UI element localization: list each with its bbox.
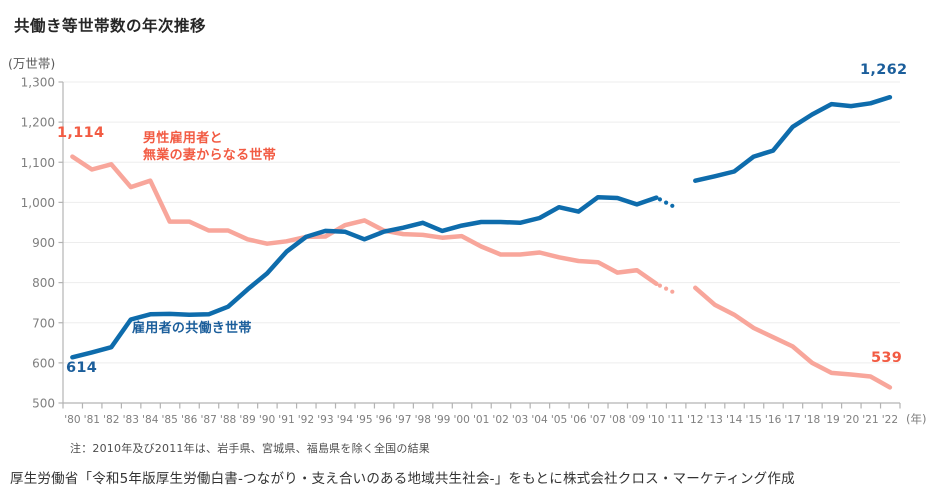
x-axis-tick-label: '10 (648, 414, 665, 426)
x-axis-tick-label: '99 (434, 414, 450, 426)
series-dotted-point-0 (670, 289, 675, 294)
orange-start-value-label: 1,114 (57, 125, 105, 141)
orange-series-label-line2: 無業の妻からなる世帯 (143, 148, 277, 163)
x-axis-tick-label: '01 (473, 414, 489, 426)
x-axis-tick-label: '81 (84, 414, 100, 426)
y-axis-tick-label: 1,100 (21, 156, 55, 170)
x-axis-tick-label: '94 (337, 414, 354, 426)
series-line-solid-right-0 (693, 285, 893, 390)
series-dotted-point-1 (657, 197, 663, 202)
y-axis-tick-label: 1,000 (21, 196, 55, 210)
x-axis-tick-label: '97 (395, 414, 411, 426)
orange-end-value-label: 539 (871, 350, 903, 366)
y-axis-tick-label: 900 (32, 236, 55, 250)
x-axis-tick-label: '17 (784, 414, 800, 426)
blue-series-label-line1: 雇用者の共働き世帯 (132, 321, 252, 336)
chart-title: 共働き等世帯数の年次推移 (14, 17, 207, 35)
x-axis-tick-label: '21 (862, 414, 878, 426)
x-axis-tick-label: '04 (531, 414, 548, 426)
y-axis-tick-label: 1,300 (21, 76, 55, 90)
x-axis-tick-label: '84 (142, 414, 159, 426)
chart-note: 注：2010年及び2011年は、岩手県、宮城県、福島県を除く全国の結果 (70, 442, 430, 455)
x-axis-tick-label: '91 (278, 414, 294, 426)
x-axis-tick-label: '88 (220, 414, 237, 426)
blue-start-value-label: 614 (66, 360, 98, 376)
x-axis-tick-label: '20 (843, 414, 860, 426)
x-axis-tick-label: '11 (668, 414, 684, 426)
x-axis-tick-label: '85 (162, 414, 178, 426)
x-axis-tick-label: '80 (64, 414, 81, 426)
x-axis-tick-label: '12 (687, 414, 703, 426)
y-axis-tick-label: 500 (32, 397, 55, 411)
y-axis-unit-label: (万世帯) (8, 56, 56, 71)
x-axis-tick-label: '86 (181, 414, 198, 426)
series-dotted-point-1 (664, 200, 669, 205)
x-axis-tick-label: '22 (882, 414, 898, 426)
x-axis-tick-label: '98 (415, 414, 432, 426)
x-axis-tick-label: '96 (376, 414, 393, 426)
series-dotted-point-0 (657, 283, 663, 288)
x-axis-tick-label: '13 (707, 414, 723, 426)
x-axis-tick-label: '95 (356, 414, 372, 426)
series-line-solid-left-0 (70, 154, 659, 287)
x-axis-tick-label: '07 (590, 414, 606, 426)
blue-end-value-label: 1,262 (860, 62, 908, 78)
series-dotted-point-1 (670, 203, 675, 208)
x-axis-tick-label: '00 (453, 414, 470, 426)
x-axis-tick-label: '03 (512, 414, 528, 426)
orange-series-label: 男性雇用者と 無業の妻からなる世帯 (143, 130, 276, 164)
y-axis-tick-label: 600 (32, 356, 55, 370)
x-axis-tick-label: '05 (551, 414, 567, 426)
x-axis-tick-label: '19 (823, 414, 839, 426)
x-axis-tick-label: '18 (804, 414, 821, 426)
series-line-solid-right-1 (693, 94, 893, 183)
x-axis-tick-label: '08 (609, 414, 626, 426)
x-axis-tick-label: '02 (492, 414, 508, 426)
x-axis-tick-label: '14 (726, 414, 743, 426)
series-line-solid-left-1 (70, 194, 659, 360)
x-axis-tick-label: '92 (298, 414, 314, 426)
orange-series-label-line1: 男性雇用者と (143, 131, 223, 146)
y-axis-tick-label: 1,200 (21, 116, 55, 130)
x-axis-unit-label: (年) (906, 412, 926, 426)
x-axis-tick-label: '82 (103, 414, 119, 426)
x-axis-tick-label: '16 (765, 414, 782, 426)
x-axis-tick-label: '90 (259, 414, 276, 426)
y-axis-tick-label: 800 (32, 276, 55, 290)
x-axis-tick-label: '83 (123, 414, 139, 426)
x-axis-tick-label: '87 (200, 414, 216, 426)
x-axis-tick-label: '06 (570, 414, 587, 426)
x-axis-tick-label: '93 (317, 414, 333, 426)
x-axis-tick-label: '15 (745, 414, 761, 426)
y-axis-tick-label: 700 (32, 316, 55, 330)
chart-source: 厚生労働省「令和5年版厚生労働白書-つながり・支え合いのある地域共生社会-」をも… (10, 471, 795, 487)
series-dotted-point-0 (664, 286, 669, 291)
blue-series-label: 雇用者の共働き世帯 (132, 320, 252, 337)
x-axis-tick-label: '89 (239, 414, 255, 426)
x-axis-tick-label: '09 (629, 414, 645, 426)
